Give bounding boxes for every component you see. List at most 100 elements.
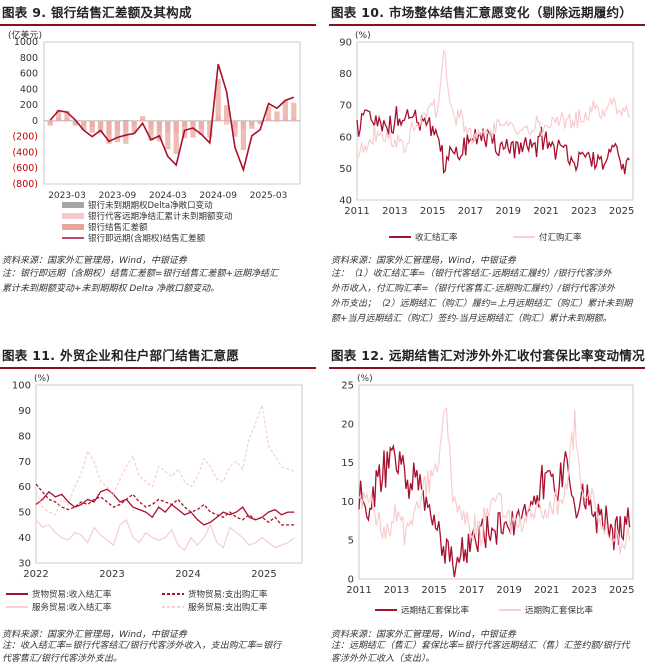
- fig9-xtick-label: 2023-09: [99, 191, 137, 201]
- fig10-note: 注：（1）收汇结汇率=（银行代客结汇-远期结汇履约）/银行代客涉外 外币收入，付…: [331, 267, 632, 327]
- fig9-ytick-label: 0: [32, 116, 38, 127]
- fig11-source: 资料来源：国家外汇管理局，Wind，中银证券: [2, 630, 187, 640]
- fig9-bar: [97, 120, 104, 134]
- fig12-title: 图表 12. 远期结售汇对涉外外汇收付套保比率变动情况: [331, 348, 645, 363]
- fig9-source: 资料来源：国家外汇管理局，Wind，中银证券: [2, 256, 187, 266]
- fig9-bar: [106, 120, 112, 144]
- fig12-unit-label: (%): [357, 374, 373, 384]
- fig10-ytick-label: 40: [339, 196, 352, 207]
- fig11-legend-label: 服务贸易:支出购汇率: [188, 602, 268, 613]
- fig9-legend-swatch: [62, 213, 84, 219]
- fig9-note-line: 累计未到期额变动+未到期期权 Delta 净敞口额变动。: [2, 284, 220, 294]
- fig9-title-rule: [0, 24, 316, 26]
- fig10-note-line: 额+当月远期结汇（购汇）签约-当月远期结汇（购汇）累计未到期额。: [331, 314, 612, 324]
- fig9-line-series: [49, 63, 295, 173]
- fig12-title-rule: [329, 367, 645, 369]
- fig11-line-series: [35, 483, 295, 526]
- fig11-title-rule: [0, 367, 316, 369]
- fig11-title: 图表 11. 外贸企业和住户部门结售汇意愿: [2, 348, 240, 363]
- fig9-bar: [291, 102, 297, 121]
- panel-fig10: 图表 10. 市场整体结售汇意愿变化（剔除远期履约） (%) 40 50 60 70 80…: [329, 0, 649, 330]
- fig12-xtick-label: 2015: [421, 585, 446, 596]
- fig9-bar: [55, 109, 62, 121]
- fig9-bar: [215, 79, 221, 121]
- fig9-legend-label: 银行结售汇差额: [88, 222, 148, 233]
- fig9-ytick-label: 200: [20, 100, 38, 111]
- fig10-xtick-label: 2019: [496, 206, 521, 217]
- fig9-bar: [148, 120, 154, 141]
- fig9-bar: [114, 120, 121, 143]
- fig9-note-line: 注：银行即远期（含期权）结售汇差额=银行结售汇差额+远期净结汇: [2, 269, 279, 279]
- fig12-ytick-label: 5: [348, 536, 354, 547]
- fig9-ytick-label: (800): [12, 179, 38, 190]
- fig12-ytick-label: 0: [348, 575, 354, 586]
- fig9-ytick-label: (200): [12, 132, 38, 143]
- fig9-chart: (亿美元) (800) (600) (400) (200) 0 200 400 600 800 10…: [8, 29, 301, 244]
- fig10-xtick-label: 2025: [609, 206, 634, 217]
- fig10-legend-label: 收汇结汇率: [415, 232, 458, 243]
- fig10-unit-label: (%): [355, 31, 371, 41]
- fig11-ytick-label: 100: [12, 381, 31, 392]
- fig9-bar: [223, 120, 230, 125]
- fig10-legend-label: 付汇购汇率: [539, 232, 582, 243]
- fig9-bar: [198, 120, 205, 136]
- fig10-ytick-label: 90: [339, 38, 352, 49]
- fig9-bar: [123, 120, 129, 144]
- fig9-bar: [131, 120, 137, 133]
- fig11-line-series: [35, 403, 295, 516]
- fig9-ytick-label: 1000: [14, 37, 38, 48]
- fig9-bar: [232, 120, 238, 137]
- fig12-legend-label: 远期结汇套保比率: [401, 605, 470, 616]
- fig9-bar: [156, 120, 163, 142]
- fig11-note: 注：收入结汇率=银行代客结汇/银行代客涉外收入，支出购汇率=银行 代客售汇/银行…: [2, 640, 281, 666]
- fig9-legend-label: 银行即远期(含期权)结售汇差额: [88, 233, 206, 244]
- fig11-ytick-label: 70: [18, 457, 31, 468]
- fig12-note: 注：远期结汇（售汇）套保比率=银行代客远期结汇（售）汇签约额/银行代 客涉外外汇…: [331, 640, 630, 666]
- fig12-ytick-label: 10: [341, 497, 354, 508]
- fig10-line-series: [356, 106, 631, 175]
- fig12-xtick-label: 2019: [496, 585, 521, 596]
- fig9-bar: [139, 116, 146, 121]
- panel-fig11: 图表 11. 外贸企业和住户部门结售汇意愿 (%) 30 40 50 60 70 80 90 1…: [0, 343, 318, 668]
- fig9-bar: [274, 111, 280, 121]
- fig12-xtick-label: 2023: [571, 585, 596, 596]
- fig11-xtick-label: 2023: [99, 569, 124, 580]
- fig10-title-rule: [329, 24, 645, 26]
- fig9-ytick-label: 600: [20, 69, 38, 80]
- fig9-title: 图表 9. 银行结售汇差额及其构成: [2, 5, 192, 20]
- fig9-axes: [43, 41, 301, 185]
- fig11-line-series: [35, 518, 295, 552]
- fig9-bar: [240, 120, 247, 151]
- fig10-xtick-label: 2013: [382, 206, 407, 217]
- fig10-source: 资料来源：国家外汇管理局，Wind，中银证券: [331, 256, 516, 266]
- fig9-xtick-label: 2025-03: [250, 191, 288, 201]
- fig12-line-series: [358, 443, 631, 578]
- fig9-ytick-label: (600): [12, 163, 38, 174]
- fig10-title: 图表 10. 市场整体结售汇意愿变化（剔除远期履约）: [331, 5, 633, 20]
- fig11-chart: (%) 30 40 50 60 70 80 90 100 2022 2023 2024 2025 货物贸易…: [6, 374, 303, 613]
- fig9-ytick-label: 400: [20, 84, 38, 95]
- fig9-bar: [207, 120, 213, 138]
- fig11-axes: [35, 384, 303, 564]
- fig11-ytick-label: 30: [18, 559, 31, 570]
- fig11-legend-label: 服务贸易:收入结汇率: [32, 602, 112, 613]
- fig9-unit-label: (亿美元): [8, 29, 42, 41]
- fig12-ytick-label: 15: [341, 458, 354, 469]
- fig9-ytick-label: 800: [20, 53, 38, 64]
- fig10-xtick-label: 2011: [344, 206, 369, 217]
- fig10-note-line: 外币收入，付汇购汇率=（银行代客售汇-远期购汇履约）/银行代客涉外: [331, 284, 615, 294]
- fig9-bar: [64, 110, 70, 121]
- fig9-bar: [81, 120, 87, 131]
- fig10-xtick-label: 2023: [571, 206, 596, 217]
- fig10-ytick-label: 60: [339, 132, 352, 143]
- fig9-legend-swatch: [62, 224, 84, 230]
- fig12-line-series: [358, 407, 631, 554]
- fig11-xtick-label: 2024: [175, 569, 200, 580]
- fig9-legend-label: 银行未到期期权Delta净敞口变动: [88, 200, 213, 211]
- fig10-note-line: 外币支出；（2）远期结汇（购汇）履约=上月远期结汇（购汇）累计未到期: [331, 299, 633, 309]
- fig10-chart: (%) 40 50 60 70 80 90 2011 2013 2015 2017 2019 2021 2…: [339, 31, 634, 243]
- fig11-legend-label: 货物贸易:支出购汇率: [188, 589, 268, 600]
- fig9-bar: [265, 106, 272, 121]
- fig9-note: 注：银行即远期（含期权）结售汇差额=银行结售汇差额+远期净结汇 累计未到期额变动…: [2, 267, 278, 297]
